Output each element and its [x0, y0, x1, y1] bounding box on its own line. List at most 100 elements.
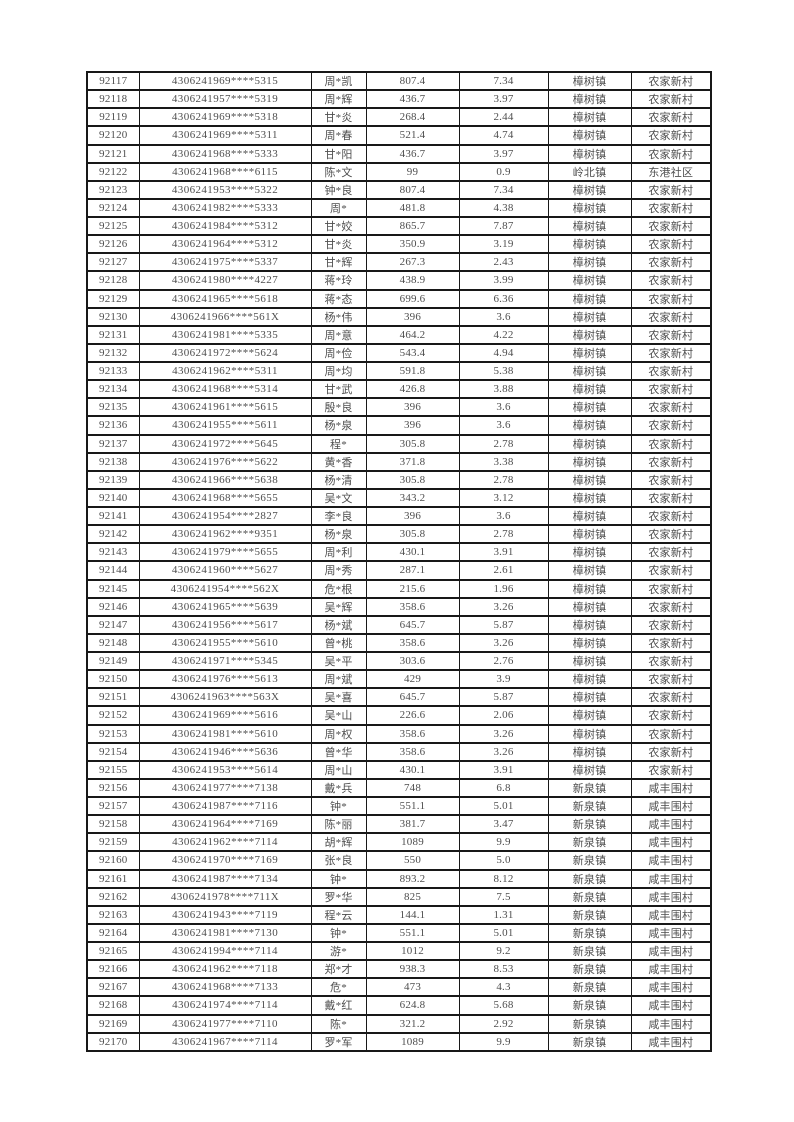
cell-village: 农家新村: [630, 759, 712, 780]
cell-town: 樟树镇: [547, 687, 632, 708]
table-row: 92160 4306241970****7169 张*良 550 5.0 新泉镇 咸丰围村: [86, 850, 712, 871]
cell-amount: 268.4: [365, 107, 460, 128]
cell-serial-number: 92145: [86, 578, 140, 599]
cell-id-number: 4306241981****5610: [138, 723, 312, 744]
cell-town: 樟树镇: [547, 143, 632, 164]
cell-village: 农家新村: [630, 179, 712, 200]
cell-town: 新泉镇: [547, 868, 632, 889]
cell-percentage: 0.9: [458, 161, 549, 182]
cell-amount: 99: [365, 161, 460, 182]
cell-amount: 303.6: [365, 650, 460, 672]
cell-id-number: 4306241962****7114: [138, 832, 312, 853]
cell-serial-number: 92150: [86, 669, 140, 690]
cell-village: 农家新村: [630, 505, 712, 527]
cell-name: 周*俭: [310, 342, 367, 364]
cell-village: 农家新村: [630, 741, 712, 762]
cell-village: 农家新村: [630, 270, 712, 291]
cell-town: 樟树镇: [547, 560, 632, 581]
cell-serial-number: 92142: [86, 524, 140, 545]
cell-id-number: 4306241982****5333: [138, 197, 312, 219]
cell-amount: 358.6: [365, 596, 460, 617]
cell-serial-number: 92134: [86, 379, 140, 400]
cell-serial-number: 92124: [86, 197, 140, 219]
cell-serial-number: 92136: [86, 415, 140, 436]
cell-town: 樟树镇: [547, 179, 632, 200]
cell-name: 周*利: [310, 542, 367, 563]
cell-serial-number: 92167: [86, 977, 140, 998]
cell-percentage: 3.26: [458, 632, 549, 654]
cell-serial-number: 92158: [86, 814, 140, 835]
cell-name: 甘*阳: [310, 143, 367, 164]
cell-percentage: 2.78: [458, 469, 549, 490]
cell-id-number: 4306241954****562X: [138, 578, 312, 599]
cell-id-number: 4306241981****7130: [138, 922, 312, 944]
table-row: 92132 4306241972****5624 周*俭 543.4 4.94 樟树镇 农家…: [86, 342, 712, 364]
cell-amount: 436.7: [365, 89, 460, 110]
table-row: 92169 4306241977****7110 陈* 321.2 2.92 新泉镇 咸丰围…: [86, 1013, 712, 1034]
table-row: 92167 4306241968****7133 危* 473 4.3 新泉镇 咸丰围村: [86, 977, 712, 998]
cell-percentage: 5.68: [458, 995, 549, 1016]
cell-name: 周*权: [310, 723, 367, 744]
cell-amount: 430.1: [365, 759, 460, 780]
cell-name: 罗*华: [310, 886, 367, 907]
cell-serial-number: 92121: [86, 143, 140, 164]
cell-percentage: 5.38: [458, 360, 549, 382]
cell-name: 游*: [310, 940, 367, 962]
cell-name: 吴*山: [310, 705, 367, 726]
cell-id-number: 4306241987****7134: [138, 868, 312, 889]
cell-village: 农家新村: [630, 469, 712, 490]
cell-amount: 358.6: [365, 741, 460, 762]
cell-name: 周*秀: [310, 560, 367, 581]
cell-serial-number: 92133: [86, 360, 140, 382]
cell-serial-number: 92170: [86, 1031, 140, 1053]
cell-amount: 938.3: [365, 959, 460, 980]
cell-name: 周*山: [310, 759, 367, 780]
cell-id-number: 4306241953****5322: [138, 179, 312, 200]
cell-id-number: 4306241977****7138: [138, 777, 312, 799]
cell-town: 樟树镇: [547, 342, 632, 364]
cell-amount: 343.2: [365, 487, 460, 509]
cell-serial-number: 92152: [86, 705, 140, 726]
cell-id-number: 4306241968****5655: [138, 487, 312, 509]
cell-serial-number: 92144: [86, 560, 140, 581]
cell-name: 周*: [310, 197, 367, 219]
table-row: 92166 4306241962****7118 郑*才 938.3 8.53 新泉镇 咸丰…: [86, 959, 712, 980]
cell-id-number: 4306241969****5318: [138, 107, 312, 128]
cell-id-number: 4306241955****5611: [138, 415, 312, 436]
cell-percentage: 2.43: [458, 252, 549, 273]
cell-village: 农家新村: [630, 70, 712, 92]
cell-town: 新泉镇: [547, 1031, 632, 1053]
cell-serial-number: 92146: [86, 596, 140, 617]
cell-town: 樟树镇: [547, 415, 632, 436]
cell-id-number: 4306241955****5610: [138, 632, 312, 654]
cell-town: 樟树镇: [547, 288, 632, 309]
cell-id-number: 4306241969****5315: [138, 70, 312, 92]
cell-amount: 436.7: [365, 143, 460, 164]
table-row: 92168 4306241974****7114 戴*红 624.8 5.68 新泉镇 咸丰…: [86, 995, 712, 1016]
table-row: 92143 4306241979****5655 周*利 430.1 3.91 樟树镇 农家…: [86, 542, 712, 563]
cell-town: 新泉镇: [547, 959, 632, 980]
cell-town: 新泉镇: [547, 886, 632, 907]
cell-serial-number: 92138: [86, 451, 140, 472]
cell-percentage: 2.44: [458, 107, 549, 128]
cell-percentage: 8.53: [458, 959, 549, 980]
table-row: 92156 4306241977****7138 戴*兵 748 6.8 新泉镇 咸丰围村: [86, 777, 712, 799]
cell-village: 农家新村: [630, 89, 712, 110]
cell-name: 蒋*态: [310, 288, 367, 309]
cell-id-number: 4306241946****5636: [138, 741, 312, 762]
cell-village: 农家新村: [630, 433, 712, 454]
cell-town: 樟树镇: [547, 505, 632, 527]
table-row: 92149 4306241971****5345 吴*平 303.6 2.76 樟树镇 农家…: [86, 650, 712, 672]
cell-amount: 521.4: [365, 125, 460, 146]
cell-percentage: 3.88: [458, 379, 549, 400]
cell-town: 樟树镇: [547, 324, 632, 345]
cell-percentage: 4.38: [458, 197, 549, 219]
table-row: 92139 4306241966****5638 杨*清 305.8 2.78 樟树镇 农家…: [86, 469, 712, 490]
cell-id-number: 4306241961****5615: [138, 397, 312, 418]
cell-name: 吴*平: [310, 650, 367, 672]
cell-town: 新泉镇: [547, 850, 632, 871]
cell-id-number: 4306241968****6115: [138, 161, 312, 182]
cell-id-number: 4306241981****5335: [138, 324, 312, 345]
cell-amount: 305.8: [365, 433, 460, 454]
cell-town: 樟树镇: [547, 578, 632, 599]
